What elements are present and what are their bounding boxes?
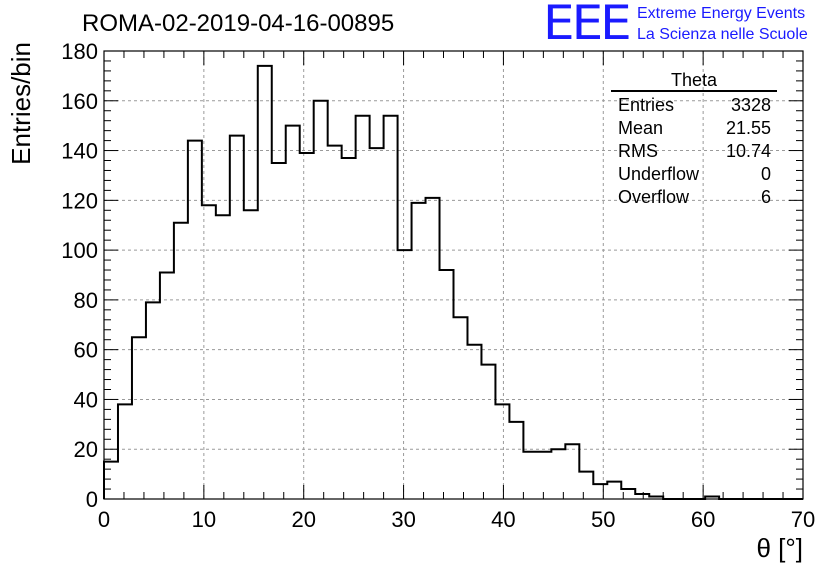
histogram-bin	[328, 146, 342, 499]
y-tick-label: 20	[74, 437, 98, 462]
x-axis-label: θ [°]	[756, 533, 803, 563]
x-tick-label: 40	[491, 507, 515, 532]
plot-frame	[103, 50, 804, 500]
stats-row: Overflow 6	[611, 186, 777, 209]
histogram-bin	[454, 317, 468, 499]
x-tick-label: 50	[591, 507, 615, 532]
stats-label: Mean	[618, 118, 664, 138]
chart-title: ROMA-02-2019-04-16-00895	[82, 10, 395, 37]
histogram-bin	[635, 494, 649, 499]
histogram-bin	[398, 250, 412, 499]
histogram-bin	[118, 404, 132, 499]
histogram-bin	[230, 136, 244, 499]
histogram-bin	[593, 484, 607, 499]
histogram-bin	[160, 273, 174, 499]
histogram-bin	[244, 210, 258, 499]
histogram-bin	[314, 101, 328, 499]
stats-label: RMS	[618, 141, 658, 161]
y-tick-label: 180	[61, 39, 98, 64]
eee-logo-mark: EEE	[543, 0, 632, 51]
histogram-bin	[258, 66, 272, 499]
x-tick-label: 70	[791, 507, 815, 532]
stats-title: Theta	[611, 70, 777, 92]
histogram-bin	[286, 126, 300, 499]
histogram-bin	[342, 158, 356, 499]
stats-row: RMS 10.74	[611, 140, 777, 163]
stats-value: 21.55	[725, 118, 771, 138]
y-tick-label: 40	[74, 387, 98, 412]
histogram-bin	[495, 404, 509, 499]
histogram-bin	[467, 345, 481, 499]
histogram-outline	[103, 64, 803, 500]
stats-label: Overflow	[618, 187, 690, 207]
y-tick-label: 120	[61, 188, 98, 213]
stats-row: Mean 21.55	[611, 117, 777, 140]
histogram-bin	[104, 462, 118, 499]
axes	[103, 50, 804, 500]
histogram-bin	[579, 472, 593, 499]
histogram-bin	[202, 205, 216, 499]
stats-value: 10.74	[725, 141, 771, 161]
logo-line-2: La Scienza nelle Scuole	[637, 26, 808, 43]
x-tick-label: 0	[98, 507, 110, 532]
grid-lines	[104, 51, 803, 499]
stats-value: 3328	[730, 95, 771, 115]
x-tick-label: 10	[192, 507, 216, 532]
y-axis-label: Entries/bin	[6, 42, 36, 165]
stats-rows: Entries 3328 Mean 21.55 RMS 10.74 Underflow 0 Ov…	[611, 94, 777, 209]
stats-row: Underflow 0	[611, 163, 777, 186]
logo-line-1: Extreme Energy Events	[637, 5, 806, 22]
histogram-bin	[132, 337, 146, 499]
histogram-bin	[370, 148, 384, 499]
stats-value: 0	[760, 164, 771, 184]
y-tick-label: 160	[61, 89, 98, 114]
histogram-bin	[384, 116, 398, 499]
histogram-bin	[216, 215, 230, 499]
y-tick-label: 140	[61, 139, 98, 164]
x-tick-label: 30	[391, 507, 415, 532]
histogram-bin	[440, 270, 454, 499]
histogram-bin	[174, 223, 188, 499]
histogram-bin	[188, 141, 202, 499]
histogram-bin	[537, 452, 551, 499]
histogram-bin	[551, 449, 565, 499]
histogram-bin	[300, 153, 314, 499]
x-axis-ticks: 0 10 20 30 40 50 60 70	[98, 51, 815, 532]
stats-label: Entries	[618, 95, 675, 115]
histogram-bin	[426, 198, 440, 499]
stats-label: Underflow	[618, 164, 700, 184]
histogram-bin	[565, 444, 579, 499]
histogram-bin	[146, 302, 160, 499]
histogram-bin	[412, 203, 426, 499]
x-tick-label: 20	[291, 507, 315, 532]
y-tick-label: 0	[86, 487, 98, 512]
stats-box: Theta Entries 3328 Mean 21.55 RMS 10.74 Underf…	[611, 70, 777, 209]
stats-value: 6	[760, 187, 771, 207]
eee-logo-text: Extreme Energy Events La Scienza nelle S…	[637, 3, 808, 45]
histogram-bin	[481, 365, 495, 499]
x-tick-label: 60	[691, 507, 715, 532]
histogram-bin	[523, 452, 537, 499]
histogram-bars	[103, 64, 803, 500]
y-tick-label: 80	[74, 288, 98, 313]
histogram-bin	[607, 482, 621, 499]
histogram-bin	[272, 163, 286, 499]
histogram-bin	[509, 422, 523, 499]
stats-row: Entries 3328	[611, 94, 777, 117]
histogram-bin	[356, 116, 370, 499]
y-tick-label: 60	[74, 338, 98, 363]
y-tick-label: 100	[61, 238, 98, 263]
